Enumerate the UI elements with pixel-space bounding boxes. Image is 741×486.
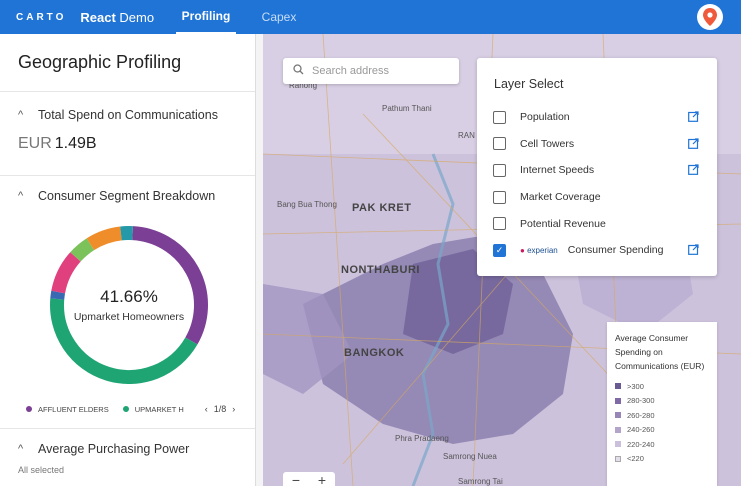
legend-item: 280-300 xyxy=(615,394,709,409)
sidebar-resize-gap xyxy=(256,34,263,486)
segment-header[interactable]: ^ Consumer Segment Breakdown xyxy=(0,176,255,216)
zoom-out-button[interactable]: − xyxy=(291,472,301,486)
map-place-label: Pathum Thani xyxy=(382,104,432,113)
app-name: React Demo xyxy=(80,9,155,25)
map-place-label: Ranong xyxy=(289,81,318,90)
purchasing-filter-status: All selected xyxy=(18,465,65,475)
checkbox[interactable] xyxy=(493,163,506,177)
total-spend-value: EUR 1.49B xyxy=(18,135,97,152)
map-place-label: Bang Bua Thong xyxy=(277,200,337,209)
donut-center-value: 41.66% xyxy=(100,287,158,306)
donut-slice[interactable] xyxy=(70,238,95,262)
zoom-control: − + xyxy=(283,472,335,486)
layer-internet-speeds[interactable]: Internet Speeds xyxy=(477,157,717,184)
experian-logo: ● experian xyxy=(520,245,558,255)
donut-slice[interactable] xyxy=(86,226,123,251)
layer-population[interactable]: Population xyxy=(477,104,717,131)
search-placeholder: Search address xyxy=(312,65,390,77)
donut-center-label: Upmarket Homeowners xyxy=(73,311,185,323)
open-external-icon[interactable] xyxy=(688,111,699,125)
segment-legend: AFFLUENT ELDERS UPMARKET H ‹ 1/8 › xyxy=(0,396,255,422)
open-external-icon[interactable] xyxy=(688,164,699,178)
checkbox[interactable] xyxy=(493,190,506,204)
layer-select-title: Layer Select xyxy=(494,77,564,91)
open-external-icon[interactable] xyxy=(688,244,699,258)
layer-consumer-spending[interactable]: ✓ ● experian Consumer Spending xyxy=(477,237,717,264)
checkbox[interactable] xyxy=(493,137,506,151)
donut-slice[interactable] xyxy=(51,252,81,294)
legend-item: <220 xyxy=(615,452,709,467)
donut-slice[interactable] xyxy=(132,226,208,345)
legend-item: 220-240 xyxy=(615,437,709,452)
segment-label: Consumer Segment Breakdown xyxy=(38,189,216,203)
legend-item: AFFLUENT ELDERS xyxy=(26,405,109,414)
tab-profiling[interactable]: Profiling xyxy=(176,0,236,34)
map-legend-title: Average Consumer Spending on Communicati… xyxy=(615,333,705,371)
donut-svg[interactable] xyxy=(44,220,214,390)
checkbox[interactable] xyxy=(493,217,506,231)
search-icon xyxy=(293,64,304,78)
open-external-icon[interactable] xyxy=(688,137,699,152)
layer-potential-revenue[interactable]: Potential Revenue xyxy=(477,210,717,237)
tab-capex[interactable]: Capex xyxy=(261,10,297,24)
location-pin-icon[interactable] xyxy=(697,4,723,30)
donut-slice[interactable] xyxy=(50,298,198,384)
donut-slice[interactable] xyxy=(50,290,66,300)
map-place-label: Samrong Tai xyxy=(458,477,503,486)
chevron-up-icon: ^ xyxy=(18,109,24,121)
address-search[interactable]: Search address xyxy=(283,58,459,84)
zoom-in-button[interactable]: + xyxy=(317,472,327,486)
map-place-label: BANGKOK xyxy=(344,347,405,359)
map-place-label: Samrong Nuea xyxy=(443,452,497,461)
map-place-label: NONTHABURI xyxy=(341,264,420,276)
page-title: Geographic Profiling xyxy=(0,34,255,92)
legend-item: 240-260 xyxy=(615,423,709,438)
layer-cell-towers[interactable]: Cell Towers xyxy=(477,131,717,158)
legend-item: UPMARKET H xyxy=(122,405,184,414)
map-place-label: Phra Pradaeng xyxy=(395,434,449,443)
total-spend-header[interactable]: ^ Total Spend on Communications xyxy=(0,95,255,135)
carto-logo: CARTO xyxy=(16,11,67,23)
checkbox-checked[interactable]: ✓ xyxy=(493,243,506,257)
legend-item: 260-280 xyxy=(615,408,709,423)
app-header: CARTO React Demo Profiling Capex xyxy=(0,0,741,34)
layer-market-coverage[interactable]: Market Coverage xyxy=(477,184,717,211)
chevron-up-icon: ^ xyxy=(18,443,24,455)
legend-item: >300 xyxy=(615,379,709,394)
segment-donut-chart: 41.66% Upmarket Homeowners xyxy=(44,220,214,390)
sidebar: Geographic Profiling ^ Total Spend on Co… xyxy=(0,34,256,486)
purchasing-label: Average Purchasing Power xyxy=(38,442,190,456)
layer-select-panel: Layer Select Population Cell Towers Inte… xyxy=(477,58,717,276)
total-spend-label: Total Spend on Communications xyxy=(38,108,218,122)
map-place-label: PAK KRET xyxy=(352,202,412,214)
legend-dot xyxy=(26,406,32,412)
checkbox[interactable] xyxy=(493,110,506,124)
purchasing-header[interactable]: ^ Average Purchasing Power xyxy=(0,429,255,469)
map-legend: Average Consumer Spending on Communicati… xyxy=(607,322,717,486)
legend-pager: ‹ 1/8 › xyxy=(204,404,236,414)
chevron-right-icon[interactable]: › xyxy=(232,404,236,414)
legend-dot xyxy=(122,406,129,412)
chevron-up-icon: ^ xyxy=(18,190,24,202)
chevron-left-icon[interactable]: ‹ xyxy=(204,404,208,414)
map-place-label: RAN xyxy=(458,131,475,140)
